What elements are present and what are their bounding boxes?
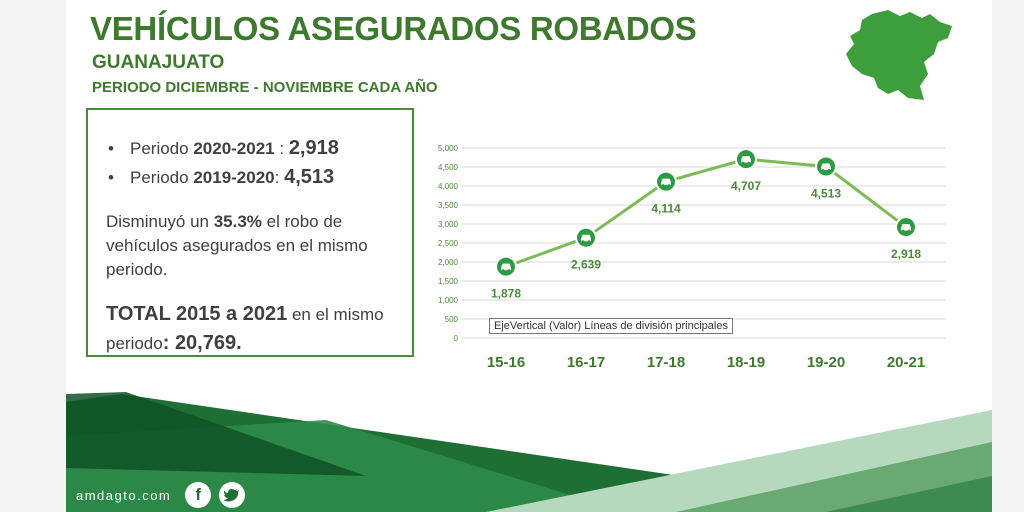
data-label: 4,114 (651, 202, 681, 216)
y-tick-label: 3,500 (438, 201, 459, 210)
footer: amdagto.com f (76, 482, 253, 508)
chart-points (495, 148, 917, 278)
y-tick-label: 4,500 (438, 163, 459, 172)
car-wheel (501, 269, 505, 272)
car-wheel (741, 161, 745, 165)
x-tick-label: 17-18 (647, 354, 685, 371)
car-icon (661, 178, 671, 186)
data-label: 1,878 (491, 287, 521, 301)
data-label: 2,918 (891, 247, 921, 261)
page-subtitle: GUANAJUATO (92, 52, 225, 73)
car-wheel (747, 161, 751, 165)
chart-gridlines (462, 147, 946, 339)
y-tick-label: 1,500 (438, 277, 459, 286)
summary-box: Periodo 2020-2021 : 2,918 Periodo 2019-2… (86, 108, 414, 357)
series-line (505, 157, 907, 269)
y-tick-label: 500 (445, 315, 459, 324)
website-link[interactable]: amdagto.com (76, 487, 172, 503)
x-tick-label: 18-19 (727, 354, 765, 371)
data-label: 2,639 (571, 258, 601, 272)
y-tick-label: 1,000 (438, 296, 459, 305)
y-tick-label: 5,000 (438, 144, 459, 153)
x-tick-label: 20-21 (887, 354, 925, 371)
car-icon (821, 163, 831, 171)
summary-description: Disminuyó un 35.3% el robo de vehículos … (106, 212, 368, 279)
summary-item-2019-2020: Periodo 2019-2020: 4,513 (106, 163, 398, 192)
car-wheel (587, 240, 591, 243)
car-icon (501, 263, 511, 271)
y-tick-label: 3,000 (438, 220, 459, 229)
summary-list: Periodo 2020-2021 : 2,918 Periodo 2019-2… (106, 134, 398, 192)
chart-y-axis: 0 500 1,000 1,500 2,000 2,500 3,000 3,500 4,000 4… (438, 144, 459, 343)
car-icon (741, 156, 751, 163)
x-tick-label: 19-20 (807, 354, 845, 371)
car-wheel (907, 229, 911, 233)
line-chart: 0 500 1,000 1,500 2,000 2,500 3,000 3,500 4,000 4… (438, 144, 946, 371)
car-wheel (667, 184, 671, 187)
car-wheel (901, 229, 905, 233)
guanajuato-map-icon (846, 10, 952, 100)
period-caption: PERIODO DICIEMBRE - NOVIEMBRE CADA AÑO (92, 79, 438, 96)
car-wheel (661, 184, 665, 187)
car-wheel (827, 169, 831, 172)
data-point-17-18 (655, 170, 677, 193)
page-title: VEHÍCULOS ASEGURADOS ROBADOS (90, 10, 697, 47)
summary-item-2020-2021: Periodo 2020-2021 : 2,918 (106, 134, 398, 163)
gridline-tooltip: EjeVertical (Valor) Líneas de división p… (489, 318, 733, 334)
data-point-19-20 (815, 155, 837, 178)
car-icon (901, 224, 911, 231)
car-wheel (581, 240, 585, 243)
slide: VEHÍCULOS ASEGURADOS ROBADOS GUANAJUATO … (66, 0, 992, 512)
data-label: 4,707 (731, 179, 761, 193)
summary-total: TOTAL 2015 a 2021 en el mismo periodo: 2… (106, 303, 384, 354)
x-tick-label: 16-17 (567, 354, 605, 371)
data-label: 4,513 (811, 187, 841, 201)
y-tick-label: 2,000 (438, 258, 459, 267)
twitter-icon[interactable] (219, 482, 246, 508)
data-point-16-17 (575, 226, 597, 249)
y-tick-label: 4,000 (438, 182, 459, 191)
car-wheel (507, 269, 511, 272)
facebook-icon[interactable]: f (185, 482, 212, 508)
y-tick-label: 2,500 (438, 239, 459, 248)
data-point-18-19 (735, 148, 757, 171)
chart-data-labels: 1,878 2,639 4,114 4,707 4,513 2,918 (491, 179, 921, 301)
car-icon (581, 234, 591, 242)
y-tick-label: 0 (454, 334, 459, 343)
chart-x-axis: 15-16 16-17 17-18 18-19 19-20 20-21 (487, 354, 925, 371)
data-point-15-16 (495, 255, 517, 278)
x-tick-label: 15-16 (487, 354, 525, 371)
car-wheel (821, 169, 825, 172)
data-point-20-21 (895, 216, 917, 239)
